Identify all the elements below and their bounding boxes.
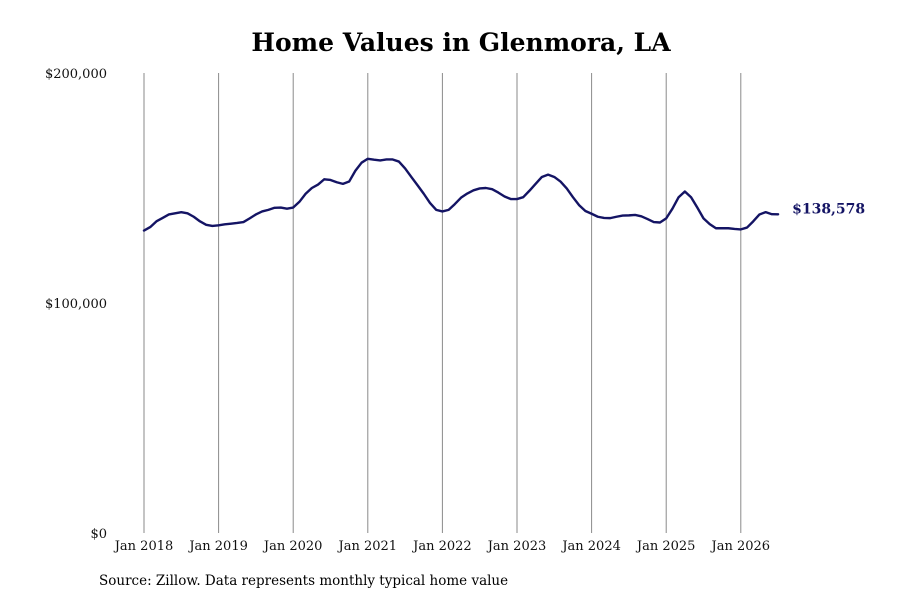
- gridlines: [143, 73, 742, 533]
- y-tick-label: $100,000: [45, 297, 107, 312]
- y-tick-label: $0: [90, 527, 107, 542]
- source-note: Source: Zillow. Data represents monthly …: [99, 573, 509, 589]
- end-value-label: $138,578: [792, 201, 865, 217]
- x-axis-ticks: Jan 2018 Jan 2019 Jan 2020 Jan 2021 Jan 2022…: [113, 539, 770, 554]
- series-line: [142, 157, 780, 232]
- x-tick-label: Jan 2019: [187, 539, 248, 554]
- series-layer: $138,578: [142, 157, 865, 232]
- chart-title: Home Values in Glenmora, LA: [251, 28, 671, 57]
- x-tick-label: Jan 2026: [710, 539, 771, 554]
- x-tick-label: Jan 2018: [113, 539, 174, 554]
- x-tick-label: Jan 2023: [486, 539, 547, 554]
- x-tick-label: Jan 2024: [560, 539, 621, 554]
- y-axis-ticks: $0 $100,000 $200,000: [45, 67, 107, 542]
- y-tick-label: $200,000: [45, 67, 107, 82]
- x-tick-label: Jan 2022: [411, 539, 472, 554]
- x-tick-label: Jan 2025: [635, 539, 696, 554]
- x-tick-label: Jan 2020: [262, 539, 323, 554]
- x-tick-label: Jan 2021: [337, 539, 398, 554]
